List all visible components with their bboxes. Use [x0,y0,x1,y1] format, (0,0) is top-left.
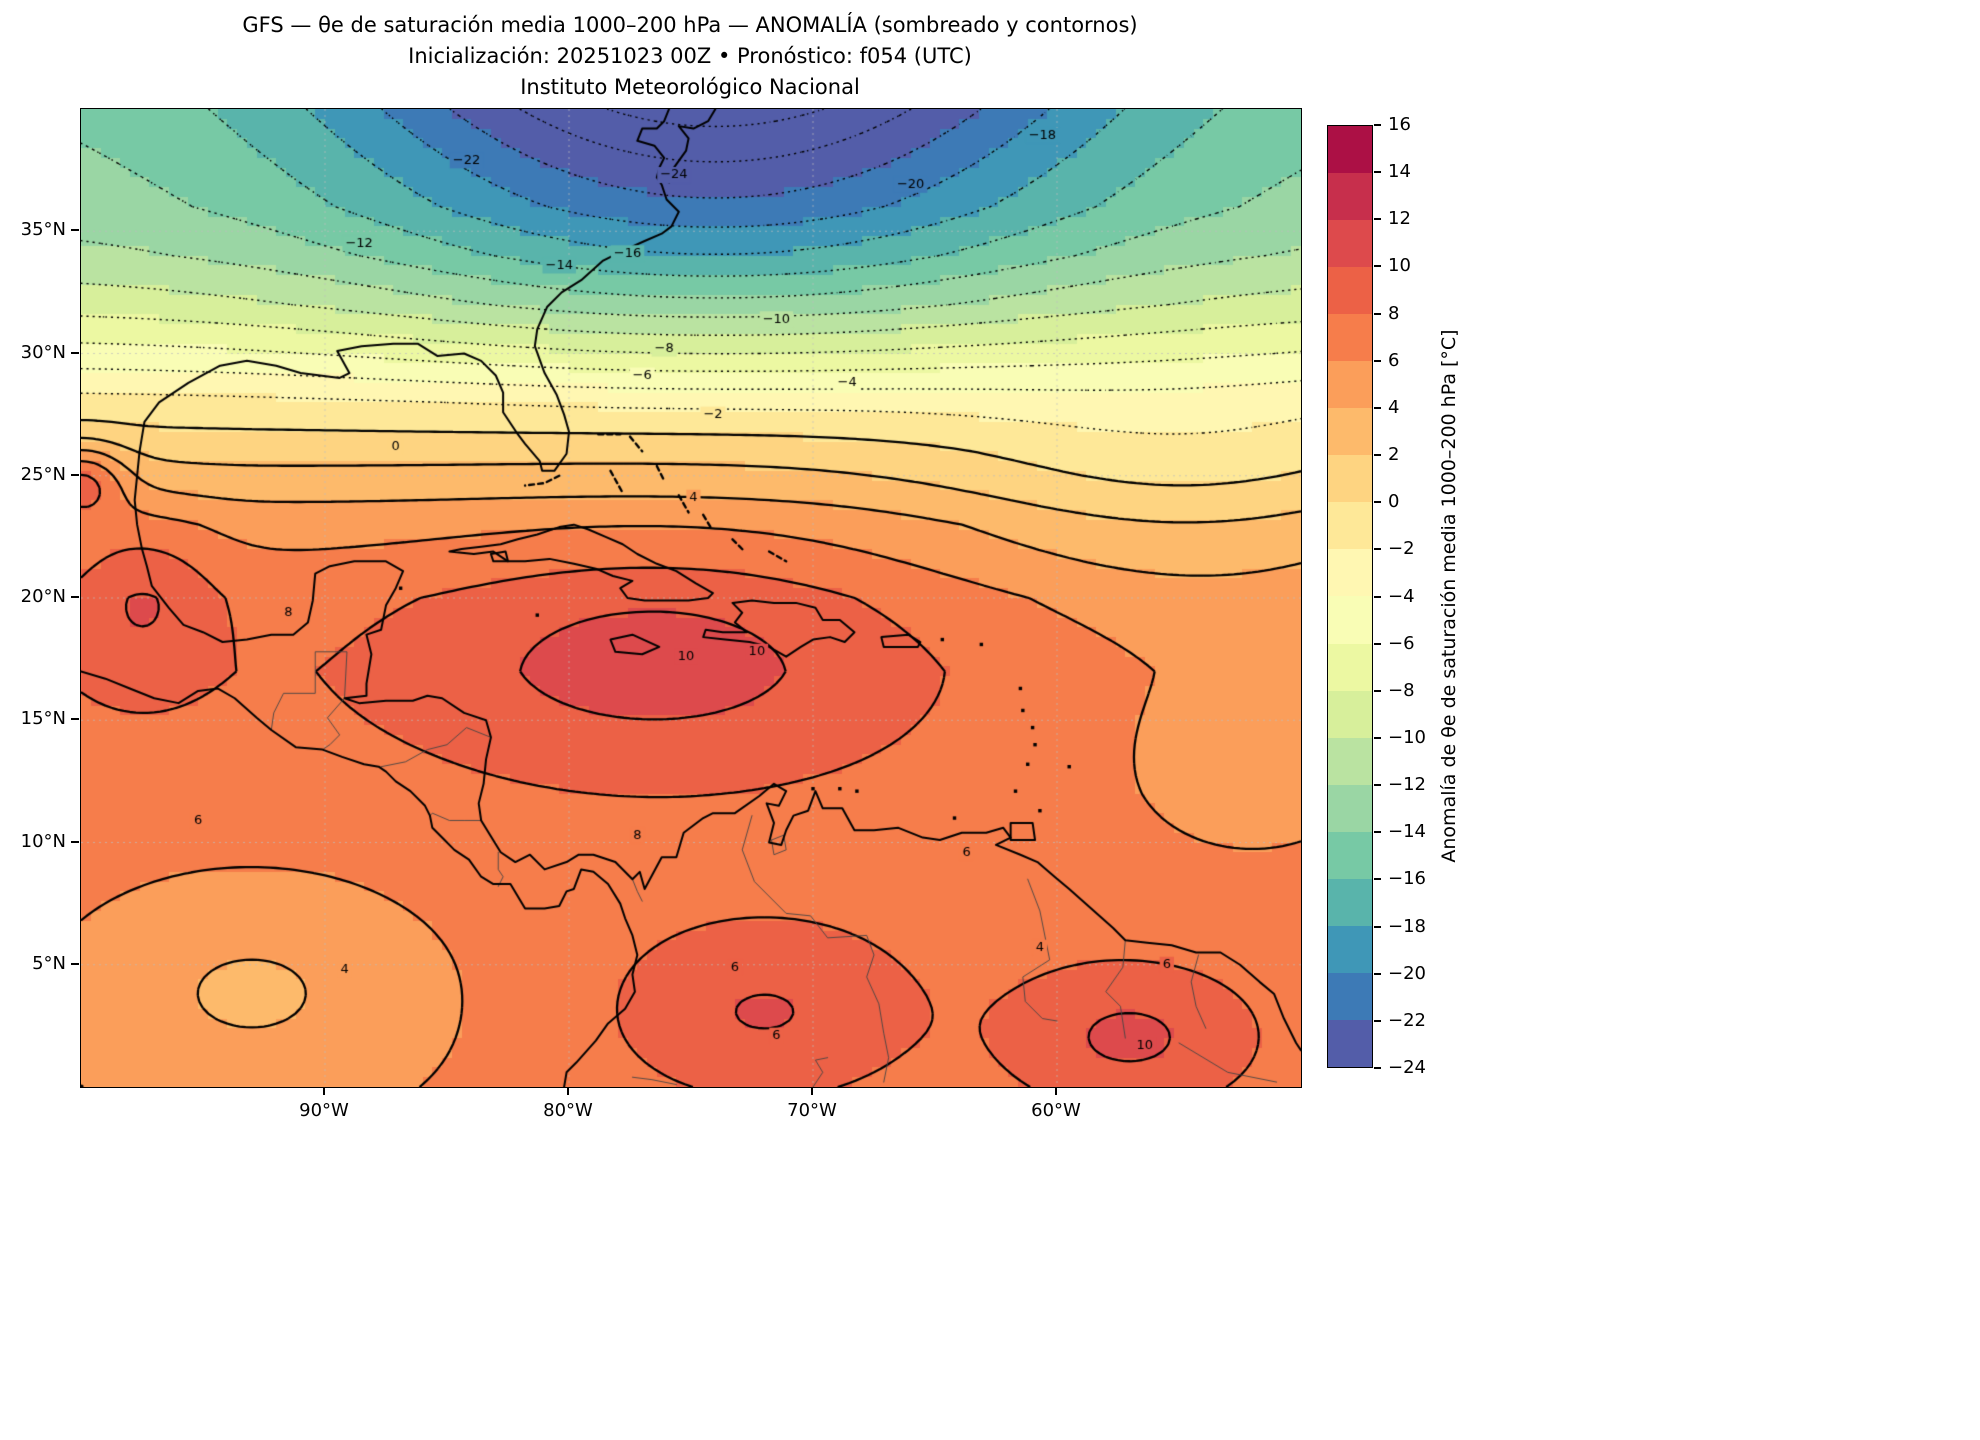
colorbar-band [1328,361,1372,409]
colorbar-tick-mark [1374,878,1381,881]
colorbar-tick-mark [1374,171,1381,174]
colorbar-tick-mark [1374,359,1381,362]
colorbar-tick-label: −18 [1388,915,1426,937]
colorbar-band [1328,173,1372,221]
map-frame [80,108,1302,1088]
x-tick-mark [1055,1087,1057,1095]
colorbar-tick-label: −22 [1388,1009,1426,1031]
colorbar-tick-label: −12 [1388,774,1426,796]
colorbar-tick-mark [1374,501,1381,504]
colorbar-tick-label: −8 [1388,679,1415,701]
colorbar-band [1328,831,1372,879]
colorbar-tick-label: 16 [1388,114,1411,135]
colorbar-band [1328,1019,1372,1067]
colorbar-band [1328,502,1372,550]
colorbar-tick-label: 6 [1388,349,1400,371]
x-tick-label: 60°W [1031,1100,1081,1121]
colorbar-tick-label: −16 [1388,868,1426,890]
y-tick-label: 15°N [20,708,66,730]
colorbar-band [1328,643,1372,691]
colorbar-band [1328,925,1372,973]
colorbar-tick-mark [1374,265,1381,268]
colorbar-band [1328,220,1372,268]
colorbar-tick-mark [1374,218,1381,221]
y-tick-mark [71,962,79,965]
colorbar-tick-label: −20 [1388,962,1426,984]
chart-institution: Instituto Meteorológico Nacional [520,75,860,99]
y-tick-mark [71,473,79,476]
colorbar-tick-mark [1374,1019,1381,1022]
map-canvas [81,109,1301,1087]
colorbar-axis-label: Anomalía de θe de saturación media 1000–… [1438,329,1460,863]
colorbar-tick-label: 2 [1388,444,1400,466]
colorbar-band [1328,314,1372,362]
colorbar-tick-mark [1374,784,1381,787]
chart-title: GFS — θe de saturación media 1000–200 hP… [242,13,1138,37]
colorbar-tick-mark [1374,454,1381,457]
colorbar-band [1328,784,1372,832]
y-tick-mark [71,229,79,232]
colorbar-band [1328,549,1372,597]
colorbar-band [1328,267,1372,315]
colorbar-tick-mark [1374,689,1381,692]
colorbar-band [1328,690,1372,738]
x-tick-mark [811,1087,813,1095]
colorbar-tick-label: −4 [1388,585,1415,607]
y-tick-mark [71,718,79,721]
colorbar-tick-label: −2 [1388,538,1415,560]
y-tick-label: 25°N [20,463,66,485]
colorbar-tick-mark [1374,548,1381,551]
colorbar-tick-label: −6 [1388,632,1415,654]
colorbar-tick-mark [1374,972,1381,975]
x-tick-mark [567,1087,569,1095]
colorbar-tick-mark [1374,595,1381,598]
colorbar-tick-mark [1374,406,1381,409]
colorbar-tick-label: −10 [1388,726,1426,748]
colorbar-tick-label: 0 [1388,491,1400,513]
y-tick-mark [71,840,79,843]
y-tick-label: 20°N [20,586,66,607]
figure-titles: GFS — θe de saturación media 1000–200 hP… [80,10,1300,103]
x-tick-label: 80°W [543,1100,593,1121]
colorbar-band [1328,596,1372,644]
y-tick-mark [71,596,79,598]
colorbar-band [1328,455,1372,503]
colorbar-tick-mark [1374,312,1381,315]
colorbar-tick-label: 8 [1388,302,1400,324]
colorbar-tick-mark [1374,831,1381,834]
colorbar-tick-label: 4 [1388,396,1400,418]
colorbar-tick-mark [1374,736,1381,739]
colorbar-tick-mark [1374,1067,1381,1069]
colorbar-band [1328,126,1372,174]
x-tick-mark [323,1087,325,1095]
y-tick-label: 35°N [20,219,66,241]
y-tick-mark [71,351,79,354]
colorbar-tick-mark [1374,124,1381,126]
y-tick-label: 10°N [20,830,66,852]
y-tick-label: 5°N [32,952,66,974]
y-tick-label: 30°N [20,341,66,363]
colorbar-band [1328,737,1372,785]
colorbar-tick-label: 10 [1388,255,1411,277]
colorbar-tick-label: −14 [1388,821,1426,843]
colorbar-tick-mark [1374,925,1381,928]
colorbar-band [1328,878,1372,926]
colorbar-band [1328,972,1372,1020]
colorbar-tick-label: 14 [1388,161,1411,183]
colorbar-tick-label: −24 [1388,1057,1426,1078]
x-tick-label: 90°W [299,1100,349,1121]
colorbar-band [1328,408,1372,456]
colorbar-tick-label: 12 [1388,208,1411,230]
chart-subtitle: Inicialización: 20251023 00Z • Pronóstic… [408,44,972,68]
x-tick-label: 70°W [787,1100,837,1121]
colorbar [1327,125,1373,1068]
colorbar-tick-mark [1374,642,1381,645]
